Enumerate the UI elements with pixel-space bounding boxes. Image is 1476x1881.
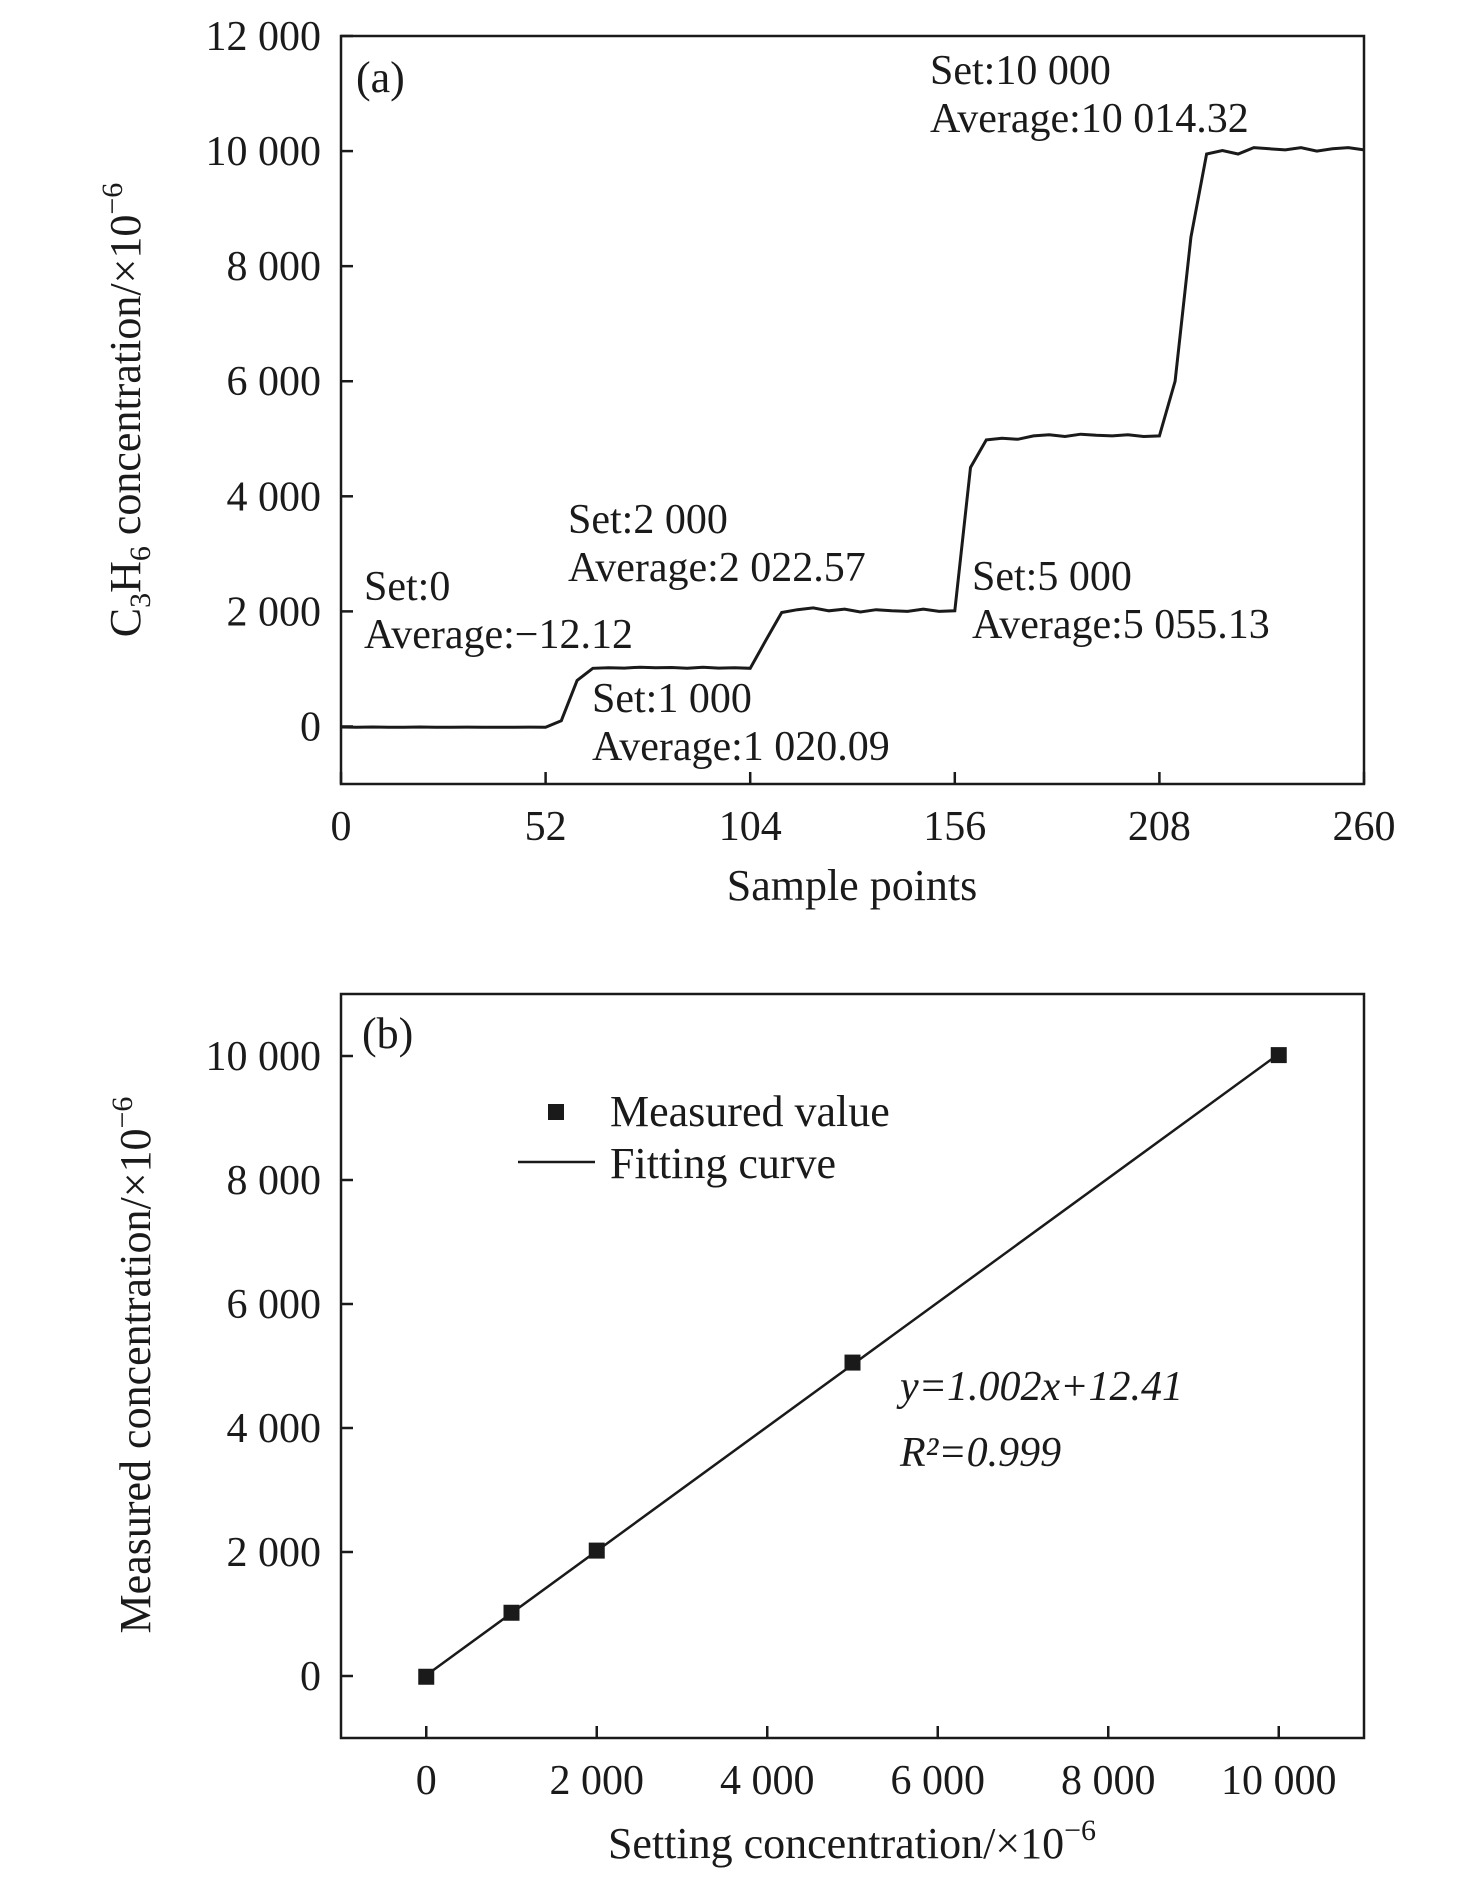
panel-a: (a) 0 52 104 156 208 260 0 2 000 4 000 6 000 8 000… [96,14,1396,910]
annotation-set: Set:2 000 [568,497,728,543]
y-tick-label: 6 000 [227,1282,322,1328]
measured-point [588,1542,605,1559]
y-tick-label: 0 [300,704,321,750]
x-tick-label: 0 [331,804,352,850]
panel-a-frame [339,34,1366,786]
annotation-set: Set:5 000 [972,554,1132,600]
annotation-set: Set:0 [364,564,450,610]
x-tick-label: 8 000 [1061,1758,1156,1804]
panel-a-xlabel: Sample points [727,861,978,910]
y-tick-label: 4 000 [227,1406,322,1452]
panel-a-series-line [340,146,1365,729]
annotation-set: Set:1 000 [592,676,752,722]
panel-a-label: (a) [356,53,405,102]
x-tick-label: 10 000 [1221,1758,1337,1804]
annotation-average: Average:1 020.09 [592,724,890,770]
y-tick-label: 8 000 [227,1158,322,1204]
measured-point [418,1668,435,1685]
annotation-average: Average:−12.12 [364,612,633,658]
r-squared: R²=0.999 [899,1430,1061,1476]
x-tick-label: 52 [525,804,567,850]
measured-point [1270,1047,1287,1064]
y-tick-label: 10 000 [206,1034,322,1080]
annotation-set: Set:10 000 [930,48,1111,94]
y-tick-label: 6 000 [227,359,322,405]
panel-b-xlabel: Setting concentration/×10−6 [608,1814,1096,1868]
x-tick-label: 4 000 [720,1758,815,1804]
panel-b: (b) 0 2 000 4 000 6 000 8 000 10 000 0 2 000 4 0… [106,992,1366,1868]
x-tick-label: 156 [923,804,986,850]
annotation-average: Average:5 055.13 [972,602,1270,648]
legend-label-measured: Measured value [610,1087,890,1136]
annotation-average: Average:2 022.57 [568,545,866,591]
measured-point [503,1604,520,1621]
y-tick-label: 4 000 [227,474,322,520]
x-tick-label: 208 [1128,804,1191,850]
y-tick-label: 2 000 [227,1530,322,1576]
legend-label-fitting: Fitting curve [610,1139,836,1188]
y-tick-label: 8 000 [227,244,322,290]
x-tick-label: 260 [1333,804,1396,850]
legend-marker-measured [548,1104,564,1120]
panel-b-label: (b) [362,1009,413,1058]
x-tick-label: 6 000 [891,1758,986,1804]
y-tick-label: 0 [300,1654,321,1700]
x-tick-label: 104 [719,804,782,850]
panel-a-ylabel: C3H6 concentration/×10−6 [96,183,157,638]
y-tick-label: 2 000 [227,589,322,635]
y-tick-label: 10 000 [206,129,322,175]
panel-b-ylabel: Measured concentration/×10−6 [106,1097,160,1634]
x-tick-label: 0 [416,1758,437,1804]
annotation-average: Average:10 014.32 [930,96,1249,142]
measured-point [844,1354,861,1371]
y-tick-label: 12 000 [206,14,322,60]
x-tick-label: 2 000 [550,1758,645,1804]
panel-b-frame [339,992,1366,1740]
fit-equation: y=1.002x+12.41 [896,1364,1183,1410]
